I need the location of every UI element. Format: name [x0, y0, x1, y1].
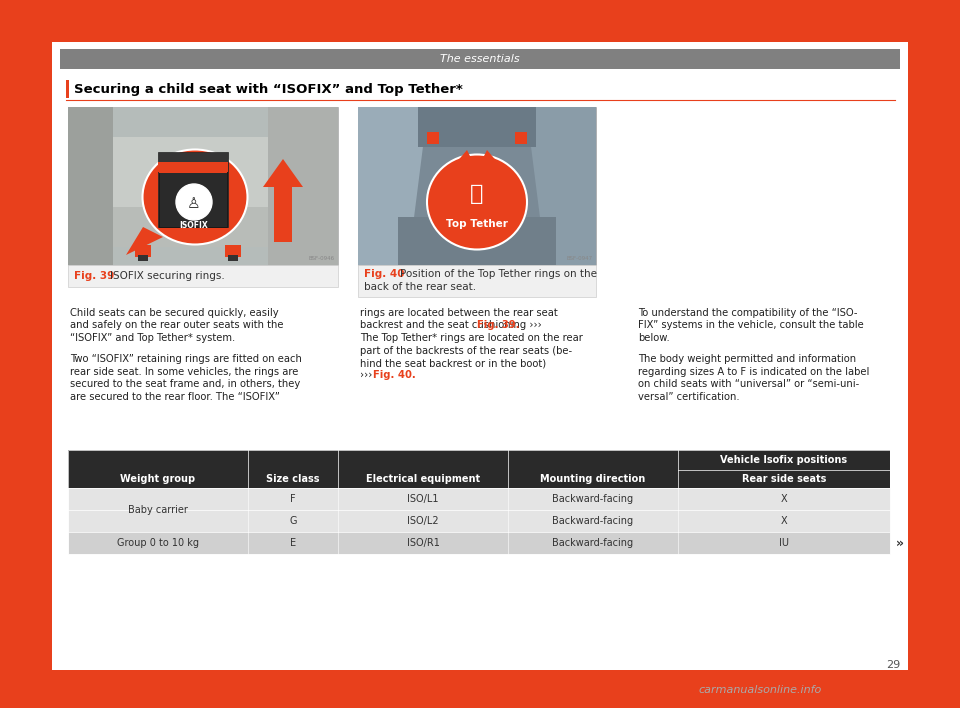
Bar: [68, 107, 113, 265]
Text: F: F: [290, 494, 296, 504]
Bar: [135, 245, 151, 257]
Text: To understand the compatibility of the “ISO-: To understand the compatibility of the “…: [638, 308, 857, 318]
Bar: [68, 510, 890, 532]
Polygon shape: [479, 150, 499, 166]
Text: carmanualsonline.info: carmanualsonline.info: [698, 685, 822, 695]
Text: ♙: ♙: [187, 197, 201, 212]
Text: IU: IU: [779, 538, 789, 548]
Bar: [68, 107, 338, 265]
Text: Baby carrier: Baby carrier: [128, 505, 188, 515]
Text: The essentials: The essentials: [441, 54, 519, 64]
Text: Vehicle Isofix positions: Vehicle Isofix positions: [720, 455, 848, 465]
Text: Backward-facing: Backward-facing: [552, 538, 634, 548]
Text: G: G: [289, 516, 297, 526]
Text: Size class: Size class: [266, 474, 320, 484]
Text: X: X: [780, 516, 787, 526]
Text: Group 0 to 10 kg: Group 0 to 10 kg: [117, 538, 199, 548]
Text: 29: 29: [886, 660, 900, 670]
Ellipse shape: [142, 149, 248, 244]
Text: below.: below.: [638, 333, 670, 343]
Bar: [358, 265, 596, 297]
Bar: [427, 132, 439, 144]
Bar: [418, 107, 536, 147]
Bar: [68, 450, 890, 488]
Text: are secured to the rear floor. The “ISOFIX”: are secured to the rear floor. The “ISOF…: [70, 392, 280, 401]
Text: The body weight permitted and information: The body weight permitted and informatio…: [638, 354, 856, 364]
Bar: [398, 217, 556, 265]
Text: Mounting direction: Mounting direction: [540, 474, 646, 484]
Text: FIX” systems in the vehicle, consult the table: FIX” systems in the vehicle, consult the…: [638, 321, 864, 331]
Text: backrest and the seat cushioning ›››: backrest and the seat cushioning ›››: [360, 321, 545, 331]
Bar: [68, 532, 890, 554]
Text: BSF-0946: BSF-0946: [309, 256, 335, 261]
Text: “ISOFIX” and Top Tether* system.: “ISOFIX” and Top Tether* system.: [70, 333, 235, 343]
Text: on child seats with “universal” or “semi-uni-: on child seats with “universal” or “semi…: [638, 379, 859, 389]
Text: Position of the Top Tether rings on the: Position of the Top Tether rings on the: [400, 269, 597, 279]
Bar: [228, 255, 238, 261]
Bar: [68, 265, 338, 287]
Text: »: »: [896, 537, 904, 549]
Bar: [274, 187, 292, 242]
Ellipse shape: [427, 154, 527, 249]
Bar: [52, 42, 908, 670]
Polygon shape: [358, 107, 428, 265]
Text: ISO/L1: ISO/L1: [407, 494, 439, 504]
Circle shape: [176, 184, 212, 220]
Bar: [60, 49, 900, 69]
Text: Fig. 39.: Fig. 39.: [477, 321, 519, 331]
Polygon shape: [526, 107, 596, 265]
Text: Electrical equipment: Electrical equipment: [366, 474, 480, 484]
Bar: [98, 137, 278, 247]
Text: part of the backrests of the rear seats (be-: part of the backrests of the rear seats …: [360, 346, 572, 355]
Text: Weight group: Weight group: [120, 474, 196, 484]
Text: rear side seat. In some vehicles, the rings are: rear side seat. In some vehicles, the ri…: [70, 367, 299, 377]
Text: Backward-facing: Backward-facing: [552, 516, 634, 526]
Text: X: X: [780, 494, 787, 504]
Bar: [68, 450, 890, 554]
Text: Fig. 40.: Fig. 40.: [372, 370, 416, 380]
Text: ⛺: ⛺: [470, 184, 484, 204]
Polygon shape: [126, 227, 163, 255]
Bar: [158, 152, 228, 227]
Bar: [268, 107, 338, 265]
Text: E: E: [290, 538, 296, 548]
Text: ISOFIX securing rings.: ISOFIX securing rings.: [110, 271, 225, 281]
Text: Backward-facing: Backward-facing: [552, 494, 634, 504]
Bar: [68, 488, 890, 510]
Text: Fig. 40: Fig. 40: [364, 269, 404, 279]
Text: ISOFIX: ISOFIX: [180, 220, 208, 229]
Text: ISO/L2: ISO/L2: [407, 516, 439, 526]
Bar: [138, 255, 148, 261]
Text: versal” certification.: versal” certification.: [638, 392, 739, 401]
Bar: [159, 164, 227, 173]
Text: rings are located between the rear seat: rings are located between the rear seat: [360, 308, 558, 318]
Bar: [158, 162, 228, 172]
Polygon shape: [263, 159, 303, 187]
Text: Two “ISOFIX” retaining rings are fitted on each: Two “ISOFIX” retaining rings are fitted …: [70, 354, 301, 364]
Text: secured to the seat frame and, in others, they: secured to the seat frame and, in others…: [70, 379, 300, 389]
Text: ISO/R1: ISO/R1: [407, 538, 440, 548]
Bar: [515, 132, 527, 144]
Text: Fig. 39: Fig. 39: [74, 271, 114, 281]
Text: BSF-0947: BSF-0947: [566, 256, 593, 261]
Text: Securing a child seat with “ISOFIX” and Top Tether*: Securing a child seat with “ISOFIX” and …: [74, 84, 463, 96]
Bar: [66, 80, 69, 98]
Text: and safely on the rear outer seats with the: and safely on the rear outer seats with …: [70, 321, 283, 331]
Text: Rear side seats: Rear side seats: [742, 474, 827, 484]
Text: hind the seat backrest or in the boot): hind the seat backrest or in the boot): [360, 358, 546, 368]
Text: Top Tether: Top Tether: [446, 219, 508, 229]
Text: regarding sizes A to F is indicated on the label: regarding sizes A to F is indicated on t…: [638, 367, 870, 377]
Text: ›››: ›››: [360, 370, 375, 380]
Text: The Top Tether* rings are located on the rear: The Top Tether* rings are located on the…: [360, 333, 583, 343]
Bar: [159, 162, 227, 227]
Text: Child seats can be secured quickly, easily: Child seats can be secured quickly, easi…: [70, 308, 278, 318]
Bar: [88, 207, 298, 247]
Bar: [225, 245, 241, 257]
Bar: [358, 107, 596, 265]
Polygon shape: [455, 150, 475, 166]
Text: back of the rear seat.: back of the rear seat.: [364, 282, 476, 292]
